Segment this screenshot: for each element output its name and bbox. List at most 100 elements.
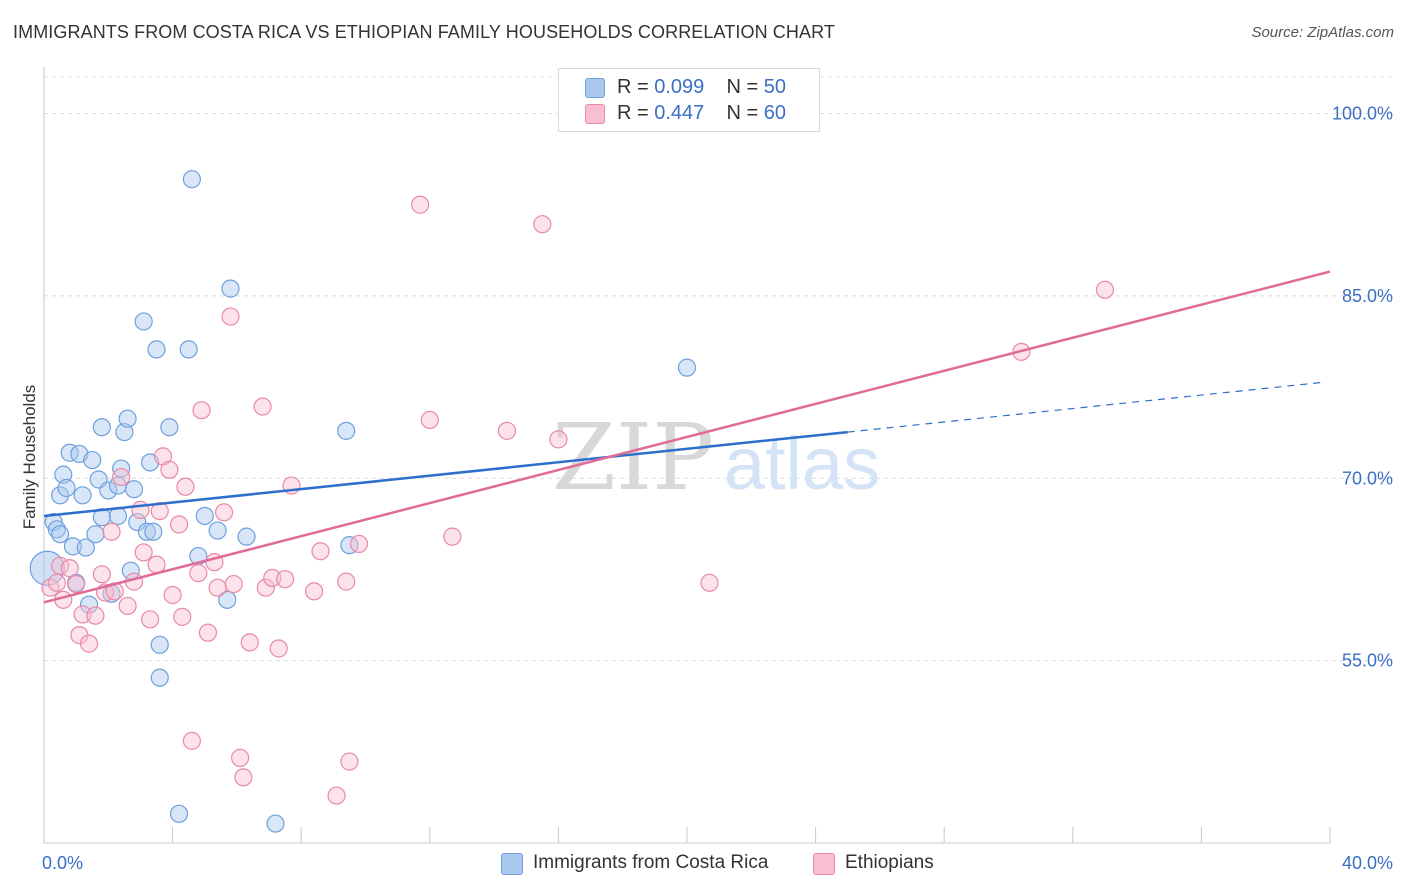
data-point [195, 506, 214, 526]
watermark-zip: ZIP [552, 404, 714, 511]
y-tick-label: 55.0% [1342, 651, 1393, 671]
data-point [218, 590, 237, 609]
data-point [337, 572, 356, 591]
data-point [79, 595, 99, 614]
y-axis-label: Family Households [20, 385, 39, 530]
data-point [349, 534, 369, 554]
data-point [221, 279, 240, 298]
data-point [497, 421, 517, 440]
chart-title: IMMIGRANTS FROM COSTA RICA VS ETHIOPIAN … [13, 22, 835, 42]
data-point [256, 578, 275, 597]
data-point [134, 543, 153, 562]
data-point [50, 486, 70, 505]
data-point [340, 752, 359, 771]
legend-n-label: N = [726, 76, 759, 98]
data-point [192, 401, 211, 420]
data-point [208, 521, 227, 540]
data-point [112, 467, 131, 487]
x-tick-label: 40.0% [1342, 853, 1393, 873]
legend-n-value: 60 [763, 102, 787, 124]
data-point [420, 410, 439, 430]
data-point [700, 573, 719, 592]
data-point [99, 481, 118, 500]
data-point [76, 538, 95, 557]
legend-n-value: 50 [763, 76, 787, 98]
data-point [266, 814, 285, 833]
data-point [169, 804, 189, 823]
data-point [240, 633, 259, 652]
data-point [147, 340, 166, 359]
data-point [163, 585, 182, 605]
data-point [411, 195, 430, 214]
data-point [182, 731, 201, 750]
data-point [83, 450, 102, 470]
y-tick-label: 70.0% [1342, 468, 1393, 488]
data-point [276, 570, 295, 589]
data-point [92, 418, 111, 437]
x-tick-label: 0.0% [42, 853, 83, 873]
bottom-legend-label: Immigrants from Costa Rica [533, 852, 769, 873]
data-point [29, 550, 65, 586]
data-point [208, 578, 227, 597]
data-point [253, 397, 272, 416]
data-point [173, 607, 192, 626]
data-point [115, 422, 134, 442]
data-point [50, 525, 70, 544]
data-point [169, 515, 189, 534]
data-point [131, 500, 150, 519]
data-point [73, 486, 92, 505]
data-point [311, 542, 330, 561]
data-point [124, 480, 144, 499]
data-point [54, 465, 73, 484]
legend-r-label: R = [617, 102, 649, 124]
data-point [118, 409, 137, 428]
data-point [79, 634, 99, 653]
data-point [60, 559, 79, 578]
legend-r-label: R = [617, 76, 649, 98]
bottom-legend-label: Ethiopians [845, 852, 934, 873]
data-point [150, 635, 169, 654]
data-point [140, 610, 160, 629]
data-point [86, 606, 105, 625]
data-point [57, 478, 76, 498]
data-point [549, 430, 568, 449]
data-point [150, 668, 169, 687]
data-point [73, 605, 92, 624]
data-point [340, 536, 359, 555]
data-point [137, 522, 156, 541]
data-point [443, 527, 462, 546]
legend-r-value: 0.099 [654, 76, 705, 98]
data-point [67, 574, 86, 594]
data-point [221, 307, 240, 326]
data-point [179, 340, 198, 359]
data-point [677, 358, 697, 377]
legend-swatch-costa-rica [585, 78, 605, 98]
data-point [1095, 280, 1115, 299]
data-point [237, 527, 256, 546]
source-label: Source: ZipAtlas.com [1251, 24, 1394, 41]
data-point [231, 748, 250, 767]
data-point [160, 460, 179, 479]
data-point [234, 768, 253, 787]
bottom-legend-swatch-ethiopians [813, 853, 835, 875]
data-point [189, 564, 208, 583]
data-point [118, 596, 137, 616]
data-point [304, 582, 324, 601]
trend-line-costa-rica-extension [847, 381, 1325, 433]
data-point [60, 443, 79, 462]
data-point [214, 503, 234, 522]
data-point [134, 312, 153, 331]
data-point [198, 623, 218, 642]
data-point [176, 477, 195, 496]
data-point [337, 421, 356, 440]
legend-r-value: 0.447 [654, 102, 705, 124]
data-point [327, 786, 346, 805]
data-point [160, 418, 179, 437]
data-point [63, 537, 83, 556]
data-point [224, 574, 243, 594]
data-point [182, 170, 201, 189]
legend-n-label: N = [726, 102, 759, 124]
data-point [47, 520, 66, 539]
data-point [86, 525, 105, 544]
